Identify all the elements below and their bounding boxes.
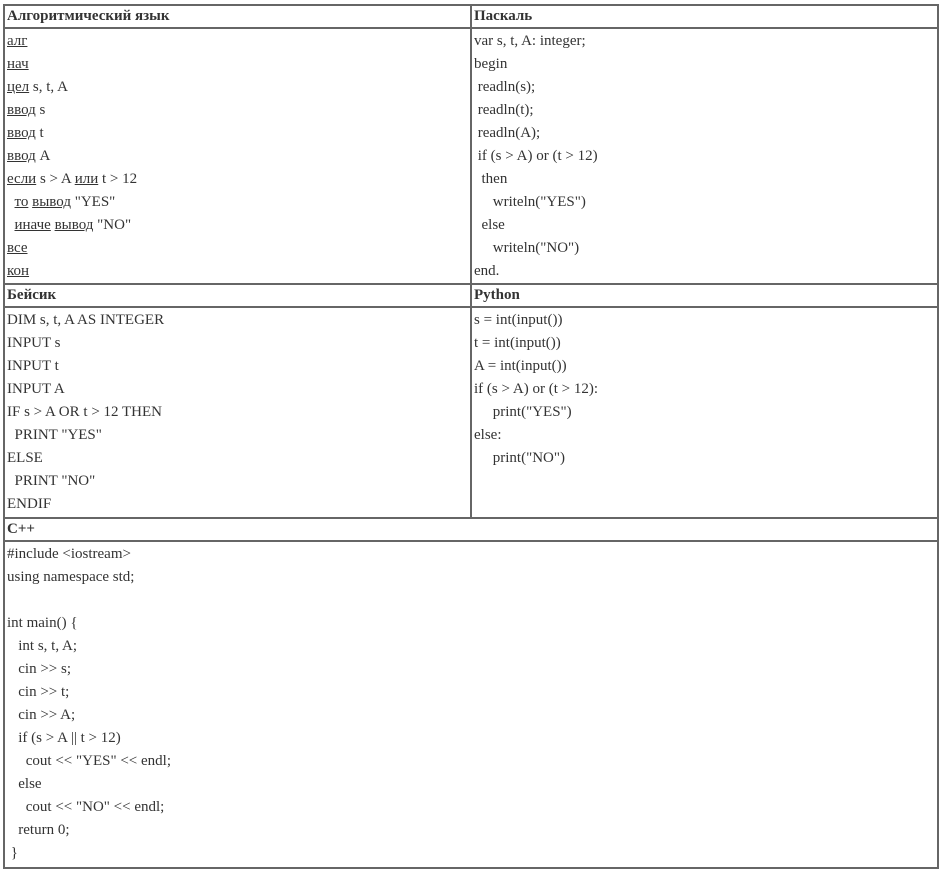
code-line: s = int(input()): [474, 312, 563, 328]
code-pascal: var s, t, A: integer; begin readln(s); re…: [470, 27, 939, 285]
header-alg: Алгоритмический язык: [3, 4, 472, 29]
code-line: INPUT A: [7, 381, 65, 397]
code-line: then: [474, 171, 508, 187]
code-line: алг: [7, 30, 468, 53]
code-line: INPUT s: [7, 335, 61, 351]
code-line: t = int(input()): [474, 335, 561, 351]
code-line: ENDIF: [7, 496, 52, 512]
code-basic: DIM s, t, A AS INTEGER INPUT s INPUT t INPU…: [3, 306, 472, 519]
code-cpp: #include <iostream> using namespace std; i…: [3, 540, 939, 869]
code-python: s = int(input()) t = int(input()) A = int(…: [470, 306, 939, 519]
code-text: A: [35, 148, 51, 164]
code-text: t: [35, 125, 44, 141]
keyword: кон: [7, 263, 30, 279]
code-text: "YES": [70, 194, 116, 210]
keyword: ввод: [7, 125, 36, 141]
keyword: иначе: [14, 217, 51, 233]
code-line: return 0;: [7, 822, 70, 838]
keyword: если: [7, 171, 37, 187]
code-line: ввод t: [7, 122, 468, 145]
keyword: вывод: [32, 194, 71, 210]
keyword: ввод: [7, 102, 36, 118]
code-line: cout << "YES" << endl;: [7, 753, 171, 769]
code-text: s: [35, 102, 46, 118]
code-line: IF s > A OR t > 12 THEN: [7, 404, 162, 420]
code-line: #include <iostream>: [7, 546, 131, 562]
code-line: end.: [474, 263, 500, 279]
code-line: if (s > A) or (t > 12): [474, 148, 598, 164]
code-line: [7, 589, 935, 612]
code-line: cin >> t;: [7, 684, 70, 700]
code-line: ввод A: [7, 145, 468, 168]
code-line: int s, t, A;: [7, 638, 78, 654]
code-line: using namespace std;: [7, 569, 135, 585]
code-text: s > A: [36, 171, 75, 187]
code-line: кон: [7, 260, 468, 283]
keyword: нач: [7, 56, 29, 72]
code-line: цел s, t, A: [7, 76, 468, 99]
header-python: Python: [470, 283, 939, 308]
code-line: print("NO"): [474, 450, 565, 466]
code-line: PRINT "YES": [7, 427, 102, 443]
code-line: int main() {: [7, 615, 78, 631]
code-line: readln(s);: [474, 79, 536, 95]
keyword: ввод: [7, 148, 36, 164]
code-text: s, t, A: [29, 79, 68, 95]
header-cpp: C++: [3, 517, 939, 542]
code-line: то вывод "YES": [7, 191, 468, 214]
code-line: writeln("NO"): [474, 240, 580, 256]
keyword: алг: [7, 33, 28, 49]
code-line: else: [474, 217, 505, 233]
code-line: иначе вывод "NO": [7, 214, 468, 237]
keyword: цел: [7, 79, 30, 95]
code-line: cin >> A;: [7, 707, 76, 723]
code-line: ELSE: [7, 450, 43, 466]
keyword: вывод: [54, 217, 94, 233]
keyword: или: [74, 171, 99, 187]
code-line: readln(t);: [474, 102, 534, 118]
code-text: [7, 194, 15, 210]
code-line: INPUT t: [7, 358, 59, 374]
code-line: else: [7, 776, 42, 792]
code-text: "NO": [93, 217, 132, 233]
code-line: print("YES"): [474, 404, 572, 420]
code-line: if (s > A || t > 12): [7, 730, 121, 746]
code-text: t > 12: [98, 171, 138, 187]
code-line: если s > A или t > 12: [7, 168, 468, 191]
code-line: все: [7, 237, 468, 260]
code-line: DIM s, t, A AS INTEGER: [7, 312, 165, 328]
code-line: writeln("YES"): [474, 194, 586, 210]
code-line: нач: [7, 53, 468, 76]
code-comparison-table: Алгоритмический язык Паскаль алг нач цел s,…: [3, 4, 939, 869]
header-basic: Бейсик: [3, 283, 472, 308]
code-line: else:: [474, 427, 502, 443]
code-line: A = int(input()): [474, 358, 567, 374]
code-line: begin: [474, 56, 508, 72]
keyword: все: [7, 240, 28, 256]
header-pascal: Паскаль: [470, 4, 939, 29]
code-line: cin >> s;: [7, 661, 71, 677]
code-line: var s, t, A: integer;: [474, 33, 586, 49]
code-text: [7, 217, 15, 233]
code-line: readln(A);: [474, 125, 541, 141]
code-line: PRINT "NO": [7, 473, 96, 489]
code-line: if (s > A) or (t > 12):: [474, 381, 598, 397]
code-line: cout << "NO" << endl;: [7, 799, 165, 815]
code-line: ввод s: [7, 99, 468, 122]
code-line: }: [7, 845, 18, 861]
keyword: то: [14, 194, 29, 210]
